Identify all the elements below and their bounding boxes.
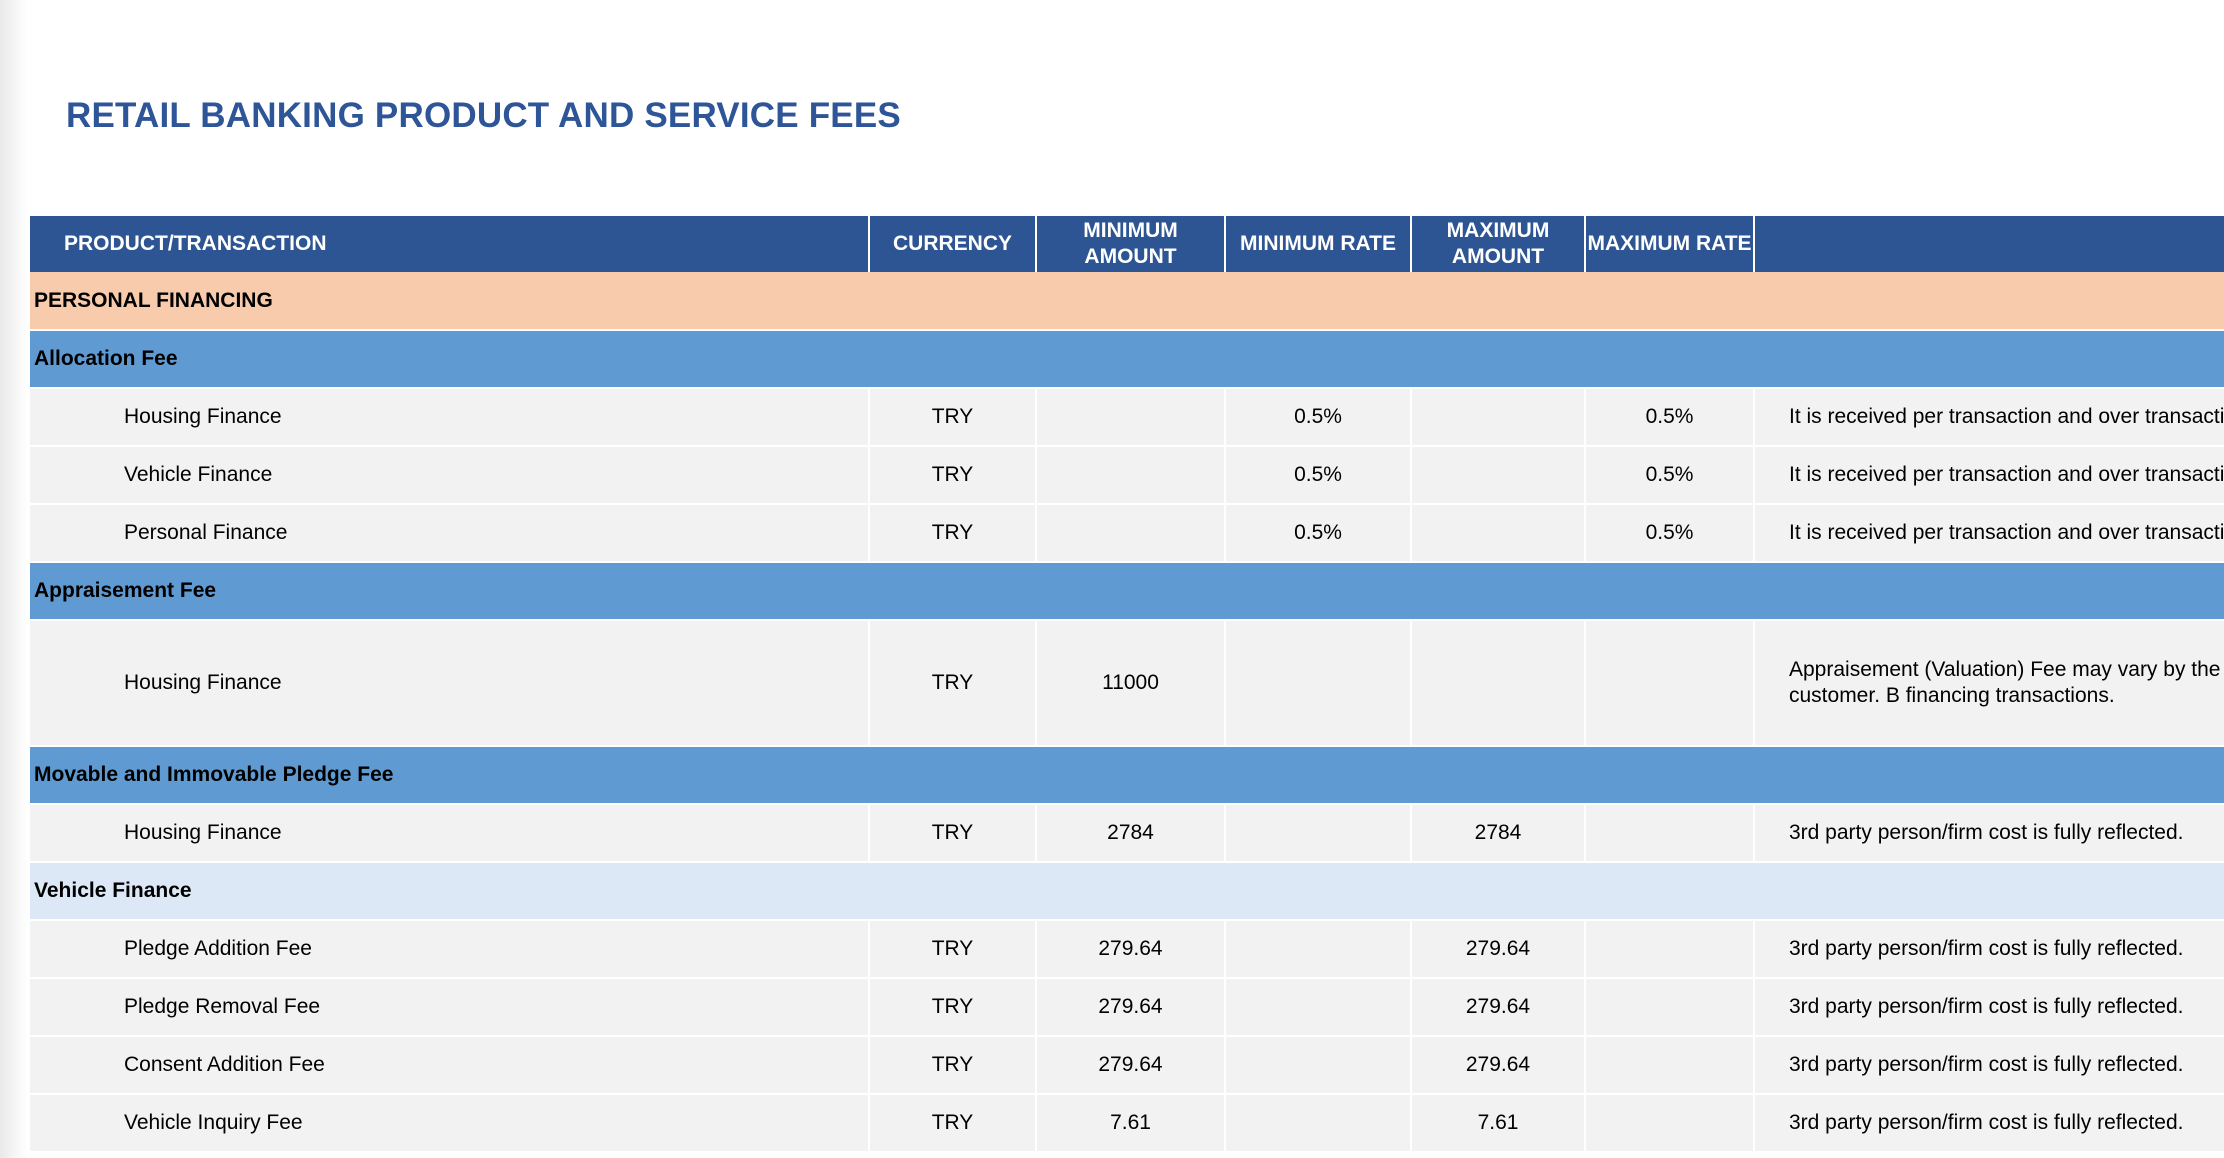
- cell-max-rate: [1584, 978, 1754, 1037]
- table-row: Pledge Removal Fee TRY 279.64 279.64 3rd…: [30, 978, 2224, 1037]
- cell-min-rate: 0.5%: [1224, 504, 1411, 563]
- cell-max-amount: [1410, 504, 1585, 563]
- cell-description: 3rd party person/firm cost is fully refl…: [1753, 978, 2224, 1037]
- cell-min-rate: [1224, 1094, 1411, 1153]
- cell-currency: TRY: [868, 446, 1036, 505]
- header-currency: CURRENCY: [868, 216, 1036, 272]
- cell-min-amount: 7.61: [1035, 1094, 1225, 1153]
- cell-min-rate: [1224, 620, 1411, 747]
- cell-product: Vehicle Finance: [30, 446, 869, 505]
- cell-max-amount: 7.61: [1410, 1094, 1585, 1153]
- cell-description: It is received per transaction and over …: [1753, 388, 2224, 447]
- cell-max-amount: [1410, 446, 1585, 505]
- cell-max-rate: [1584, 920, 1754, 979]
- cell-min-rate: [1224, 920, 1411, 979]
- cell-min-rate: 0.5%: [1224, 388, 1411, 447]
- cell-min-amount: 279.64: [1035, 978, 1225, 1037]
- page-title: RETAIL BANKING PRODUCT AND SERVICE FEES: [66, 96, 901, 135]
- cell-product: Housing Finance: [30, 804, 869, 863]
- group-row: Appraisement Fee: [30, 562, 2224, 621]
- cell-description: It is received per transaction and over …: [1753, 446, 2224, 505]
- cell-description: 3rd party person/firm cost is fully refl…: [1753, 1094, 2224, 1153]
- cell-min-rate: [1224, 1036, 1411, 1095]
- table-header-row: PRODUCT/TRANSACTION CURRENCY MINIMUM AMO…: [30, 216, 2224, 272]
- cell-description-text: Appraisement (Valuation) Fee may vary by…: [1789, 658, 2224, 707]
- group-row: Movable and Immovable Pledge Fee: [30, 746, 2224, 805]
- table-row: Housing Finance TRY 0.5% 0.5% It is rece…: [30, 388, 2224, 447]
- cell-min-amount: [1035, 388, 1225, 447]
- cell-product: Consent Addition Fee: [30, 1036, 869, 1095]
- cell-product: Housing Finance: [30, 620, 869, 747]
- header-description: [1753, 216, 2224, 272]
- table-row: Housing Finance TRY 2784 2784 3rd party …: [30, 804, 2224, 863]
- section-row: PERSONAL FINANCING: [30, 272, 2224, 331]
- section-label: PERSONAL FINANCING: [30, 272, 2224, 331]
- cell-currency: TRY: [868, 1094, 1036, 1153]
- cell-product: Pledge Removal Fee: [30, 978, 869, 1037]
- cell-currency: TRY: [868, 388, 1036, 447]
- table-row: Consent Addition Fee TRY 279.64 279.64 3…: [30, 1036, 2224, 1095]
- cell-currency: TRY: [868, 978, 1036, 1037]
- cell-currency: TRY: [868, 1036, 1036, 1095]
- cell-product: Vehicle Inquiry Fee: [30, 1094, 869, 1153]
- subgroup-row: Vehicle Finance: [30, 862, 2224, 921]
- cell-min-amount: 2784: [1035, 804, 1225, 863]
- cell-max-amount: 279.64: [1410, 920, 1585, 979]
- cell-max-rate: [1584, 1036, 1754, 1095]
- cell-description: It is received per transaction and over …: [1753, 504, 2224, 563]
- subgroup-label: Vehicle Finance: [30, 862, 2224, 921]
- cell-description: 3rd party person/firm cost is fully refl…: [1753, 920, 2224, 979]
- cell-min-amount: [1035, 446, 1225, 505]
- table-row: Vehicle Inquiry Fee TRY 7.61 7.61 3rd pa…: [30, 1094, 2224, 1153]
- cell-description: 3rd party person/firm cost is fully refl…: [1753, 1036, 2224, 1095]
- cell-min-amount: 11000: [1035, 620, 1225, 747]
- cell-currency: TRY: [868, 620, 1036, 747]
- cell-description: 3rd party person/firm cost is fully refl…: [1753, 804, 2224, 863]
- cell-min-amount: [1035, 504, 1225, 563]
- fees-table: PRODUCT/TRANSACTION CURRENCY MINIMUM AMO…: [30, 216, 2224, 1153]
- group-label: Movable and Immovable Pledge Fee: [30, 746, 2224, 805]
- cell-max-amount: [1410, 620, 1585, 747]
- cell-min-amount: 279.64: [1035, 1036, 1225, 1095]
- cell-product: Personal Finance: [30, 504, 869, 563]
- header-max-rate: MAXIMUM RATE: [1584, 216, 1754, 272]
- table-row: Housing Finance TRY 11000 Appraisement (…: [30, 620, 2224, 747]
- cell-currency: TRY: [868, 920, 1036, 979]
- cell-min-rate: 0.5%: [1224, 446, 1411, 505]
- table-row: Personal Finance TRY 0.5% 0.5% It is rec…: [30, 504, 2224, 563]
- cell-max-rate: [1584, 804, 1754, 863]
- header-min-rate: MINIMUM RATE: [1224, 216, 1411, 272]
- group-label: Allocation Fee: [30, 330, 2224, 389]
- page-edge-shadow: [0, 0, 28, 1158]
- cell-max-rate: [1584, 620, 1754, 747]
- group-label: Appraisement Fee: [30, 562, 2224, 621]
- header-product: PRODUCT/TRANSACTION: [30, 216, 869, 272]
- cell-min-amount: 279.64: [1035, 920, 1225, 979]
- cell-product: Housing Finance: [30, 388, 869, 447]
- cell-max-amount: 279.64: [1410, 1036, 1585, 1095]
- cell-max-amount: [1410, 388, 1585, 447]
- cell-min-rate: [1224, 978, 1411, 1037]
- cell-max-amount: 279.64: [1410, 978, 1585, 1037]
- header-min-amount: MINIMUM AMOUNT: [1035, 216, 1225, 272]
- cell-currency: TRY: [868, 504, 1036, 563]
- table-row: Vehicle Finance TRY 0.5% 0.5% It is rece…: [30, 446, 2224, 505]
- cell-max-rate: 0.5%: [1584, 504, 1754, 563]
- cell-min-rate: [1224, 804, 1411, 863]
- cell-max-rate: 0.5%: [1584, 388, 1754, 447]
- cell-currency: TRY: [868, 804, 1036, 863]
- table-row: Pledge Addition Fee TRY 279.64 279.64 3r…: [30, 920, 2224, 979]
- cell-max-rate: 0.5%: [1584, 446, 1754, 505]
- cell-max-rate: [1584, 1094, 1754, 1153]
- cell-product: Pledge Addition Fee: [30, 920, 869, 979]
- cell-max-amount: 2784: [1410, 804, 1585, 863]
- header-max-amount: MAXIMUM AMOUNT: [1410, 216, 1585, 272]
- cell-description: Appraisement (Valuation) Fee may vary by…: [1753, 620, 2224, 747]
- group-row: Allocation Fee: [30, 330, 2224, 389]
